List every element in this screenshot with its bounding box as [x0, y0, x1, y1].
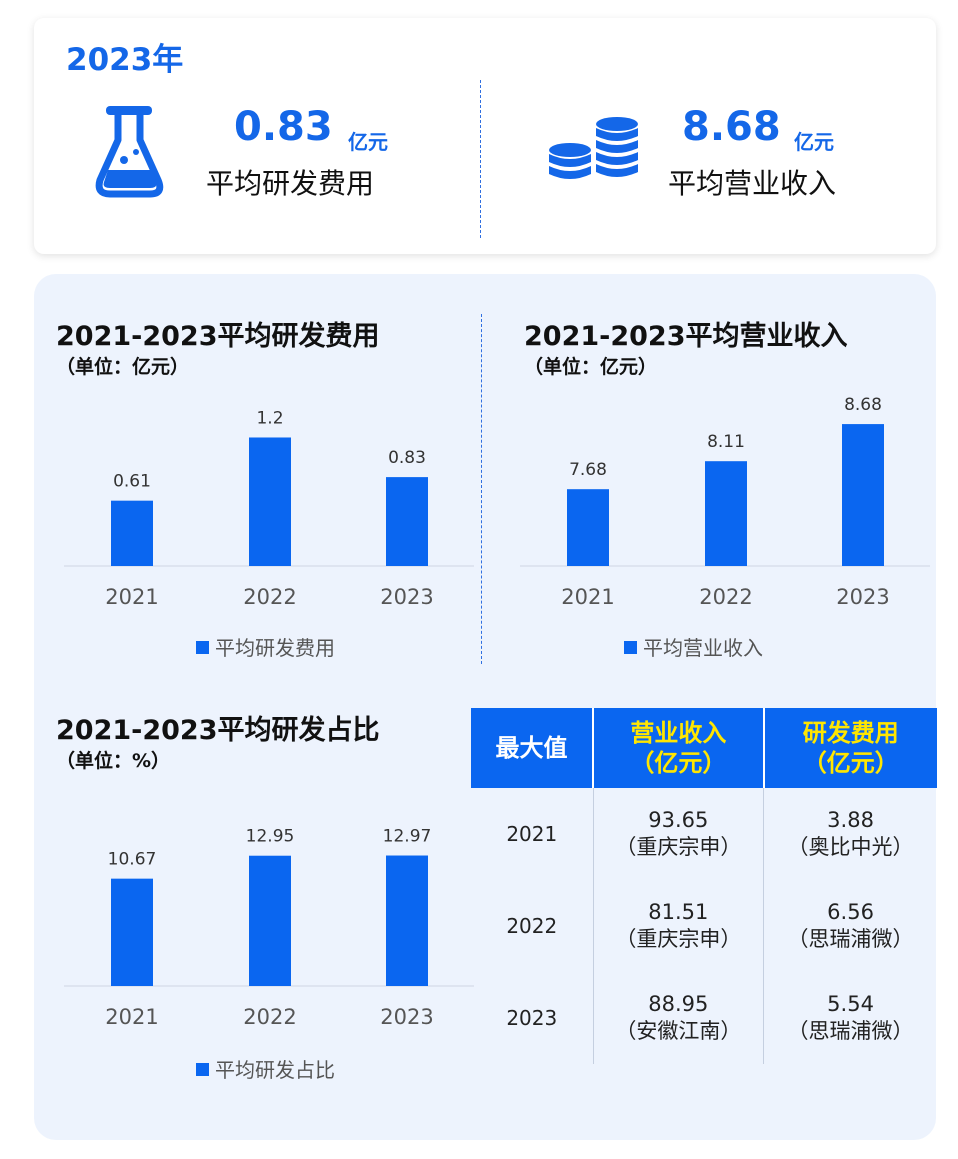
charts-divider — [481, 314, 482, 664]
revenue-avg-label: 平均营业收入 — [668, 167, 837, 200]
table-cell-revenue: 88.95 （安徽江南） — [593, 972, 765, 1064]
legend-swatch — [624, 641, 637, 654]
revenue-bar-chart: 7.68 2021 8.11 2022 8.68 2023 — [520, 395, 930, 609]
revenue-max-value: 88.95 — [648, 992, 709, 1016]
revenue-max-company: （重庆宗申） — [615, 835, 742, 859]
table-cell-rd: 6.56 （思瑞浦微） — [764, 880, 937, 972]
bar-value-label: 8.68 — [844, 395, 882, 415]
table-cell-revenue: 81.51 （重庆宗申） — [593, 880, 765, 972]
revenue-max-value: 81.51 — [648, 900, 709, 924]
table-cell-year: 2022 — [471, 880, 594, 972]
bar-2021 — [111, 500, 153, 566]
rd-chart-legend: 平均研发费用 — [196, 632, 335, 661]
rd-chart-title: 2021-2023平均研发费用 — [56, 321, 380, 352]
revenue-max-company: （重庆宗申） — [615, 927, 742, 951]
bar-value-label: 7.68 — [569, 460, 607, 480]
rd-max-value: 3.88 — [827, 808, 874, 832]
bar-2023 — [386, 855, 428, 986]
table-cell-rd: 5.54 （思瑞浦微） — [764, 972, 937, 1064]
rd-bar-chart: 0.61 2021 1.2 2022 0.83 2023 — [64, 408, 474, 609]
legend-swatch — [196, 1063, 209, 1076]
x-tick-label: 2023 — [380, 585, 433, 609]
bar-2022 — [249, 437, 291, 566]
table-header-rd-text: 研发费用 （亿元） — [802, 719, 899, 777]
rd-max-company: （奥比中光） — [787, 835, 914, 859]
rd-ratio-legend-label: 平均研发占比 — [215, 1058, 335, 1082]
legend-swatch — [196, 641, 209, 654]
coins-icon — [549, 117, 638, 179]
table-row: 2021 93.65 （重庆宗申） 3.88 （奥比中光） — [471, 788, 937, 880]
bar-value-label: 0.61 — [113, 472, 151, 492]
x-tick-label: 2022 — [243, 1005, 296, 1029]
x-tick-label: 2021 — [105, 585, 158, 609]
table-header-revenue: 营业收入 （亿元） — [593, 708, 765, 788]
x-tick-label: 2023 — [836, 585, 889, 609]
revenue-chart-legend: 平均营业收入 — [624, 632, 763, 661]
rd-ratio-chart-legend: 平均研发占比 — [196, 1054, 335, 1083]
bar-2021 — [111, 878, 153, 986]
bar-2022 — [249, 855, 291, 986]
x-tick-label: 2023 — [380, 1005, 433, 1029]
rd-avg-unit: 亿元 — [348, 130, 388, 154]
rd-legend-label: 平均研发费用 — [215, 636, 335, 660]
summary-card: 2023年 0.83 亿元 平均研发费用 8.68 亿元 平均营业收入 — [34, 18, 936, 254]
table-header-max: 最大值 — [471, 708, 595, 788]
revenue-avg-unit: 亿元 — [794, 130, 834, 154]
rd-max-company: （思瑞浦微） — [787, 1019, 914, 1043]
x-tick-label: 2022 — [243, 585, 296, 609]
bar-value-label: 12.95 — [246, 827, 295, 847]
rd-max-value: 5.54 — [827, 992, 874, 1016]
rd-chart-unit: （单位：亿元） — [56, 356, 190, 378]
table-row: 2022 81.51 （重庆宗申） 6.56 （思瑞浦微） — [471, 880, 937, 972]
rd-ratio-bar-chart: 10.67 2021 12.95 2022 12.97 2023 — [64, 827, 474, 1029]
bar-value-label: 0.83 — [388, 448, 426, 468]
summary-year-title: 2023年 — [66, 42, 184, 78]
rd-ratio-chart-title: 2021-2023平均研发占比 — [56, 715, 380, 746]
table-header-revenue-text: 营业收入 （亿元） — [630, 719, 727, 777]
revenue-legend-label: 平均营业收入 — [643, 636, 763, 660]
max-values-table: 最大值 营业收入 （亿元） 研发费用 （亿元） 2021 93.65 （重庆宗申） 3… — [471, 708, 937, 1064]
table-cell-revenue: 93.65 （重庆宗申） — [593, 788, 765, 880]
bar-value-label: 8.11 — [707, 432, 745, 452]
table-cell-year: 2023 — [471, 972, 594, 1064]
bar-value-label: 10.67 — [108, 850, 157, 870]
revenue-max-company: （安徽江南） — [615, 1019, 742, 1043]
revenue-avg-value: 8.68 — [682, 104, 781, 150]
bar-value-label: 1.2 — [256, 408, 283, 428]
bar-value-label: 12.97 — [383, 827, 432, 847]
summary-divider — [480, 80, 481, 238]
table-cell-rd: 3.88 （奥比中光） — [764, 788, 937, 880]
table-header-row: 最大值 营业收入 （亿元） 研发费用 （亿元） — [471, 708, 937, 788]
revenue-chart-title: 2021-2023平均营业收入 — [524, 321, 848, 352]
table-cell-year: 2021 — [471, 788, 594, 880]
bar-2023 — [386, 477, 428, 566]
x-tick-label: 2022 — [699, 585, 752, 609]
revenue-chart-unit: （单位：亿元） — [524, 356, 658, 378]
rd-avg-label: 平均研发费用 — [206, 167, 375, 200]
rd-max-value: 6.56 — [827, 900, 874, 924]
table-header-rd: 研发费用 （亿元） — [763, 708, 937, 788]
bar-2023 — [842, 424, 884, 566]
rd-max-company: （思瑞浦微） — [787, 927, 914, 951]
bar-2021 — [567, 489, 609, 566]
flask-icon — [95, 106, 164, 198]
rd-ratio-chart-unit: （单位：%） — [56, 750, 171, 772]
table-row: 2023 88.95 （安徽江南） 5.54 （思瑞浦微） — [471, 972, 937, 1064]
rd-avg-value: 0.83 — [234, 104, 333, 150]
revenue-max-value: 93.65 — [648, 808, 709, 832]
bar-2022 — [705, 461, 747, 566]
x-tick-label: 2021 — [105, 1005, 158, 1029]
charts-panel: 2021-2023平均研发费用 （单位：亿元） 0.61 2021 1.2 2022 0… — [34, 274, 937, 1140]
x-tick-label: 2021 — [561, 585, 614, 609]
